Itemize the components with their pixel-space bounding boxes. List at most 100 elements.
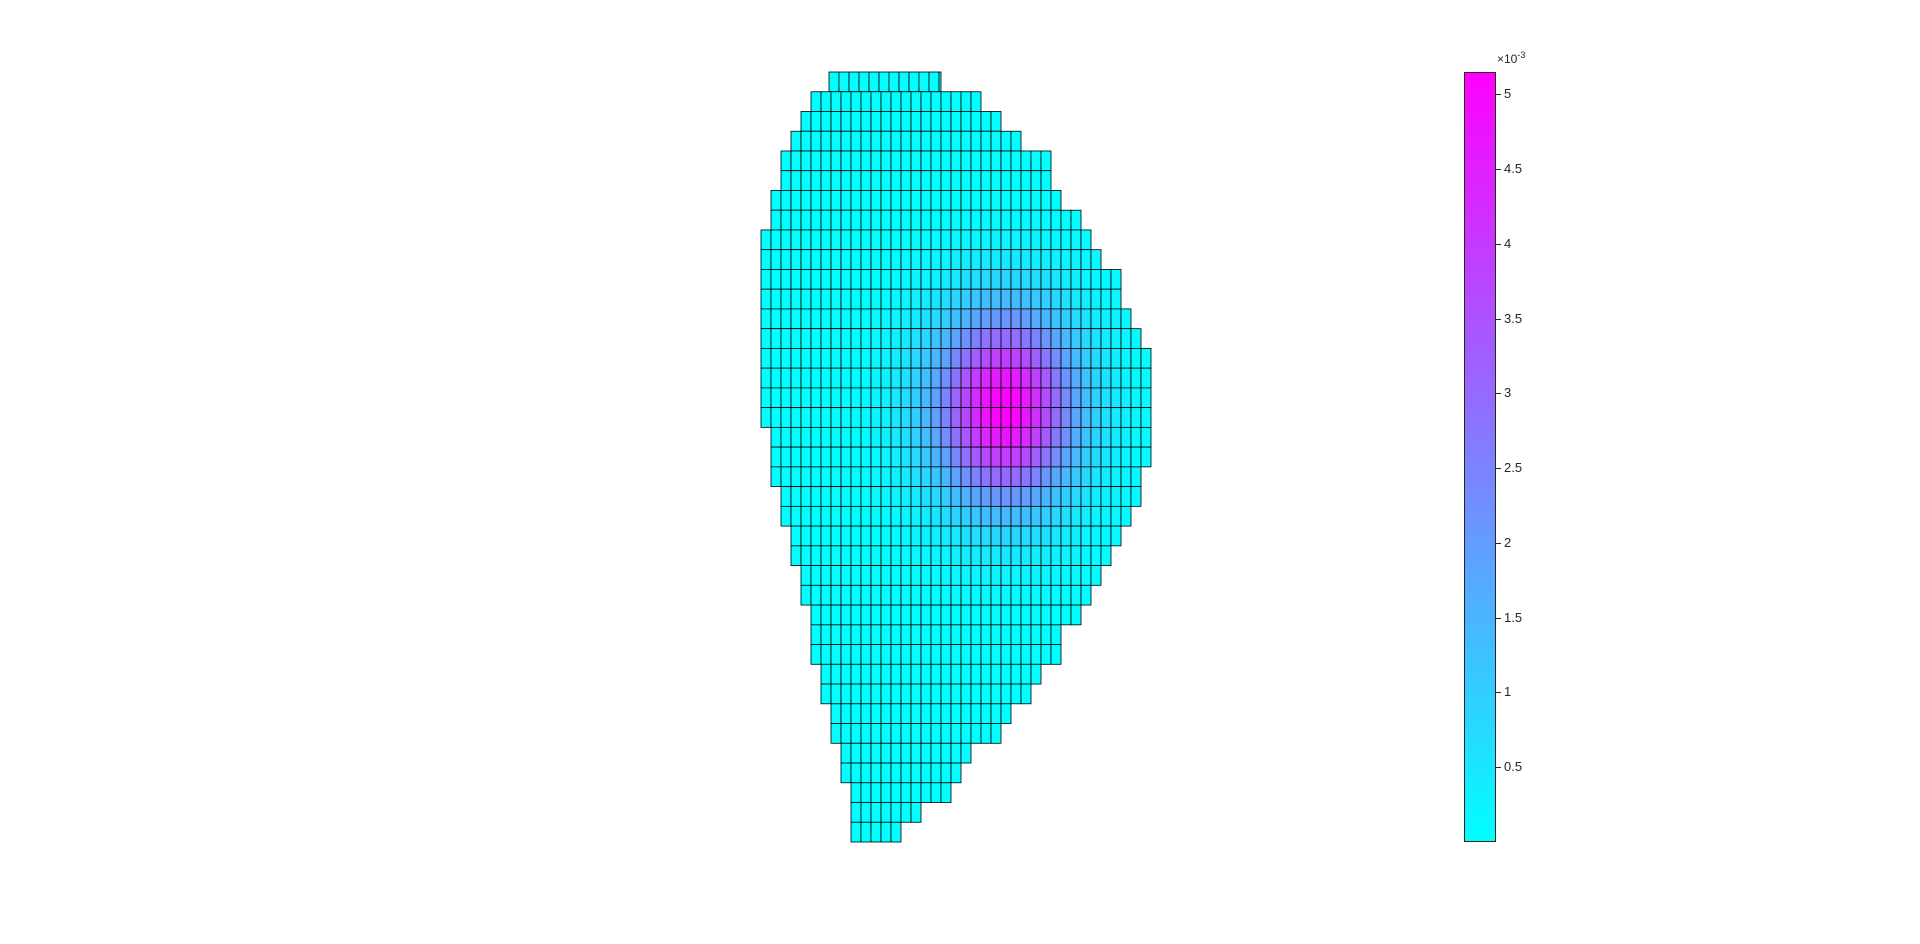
heatmap-cell	[920, 209, 932, 231]
heatmap-cell	[810, 525, 822, 547]
heatmap-cell	[900, 683, 912, 705]
heatmap-cell	[1010, 229, 1022, 251]
heatmap-cell	[890, 308, 902, 330]
heatmap-cell	[1060, 288, 1072, 310]
heatmap-cell	[830, 190, 842, 211]
heatmap-cell	[1020, 644, 1032, 665]
heatmap-cell	[1000, 604, 1012, 626]
heatmap-cell	[980, 130, 992, 152]
heatmap-cell	[1050, 190, 1062, 211]
heatmap-cell	[820, 624, 832, 645]
colorbar-exponent: ×10-3	[1497, 50, 1525, 66]
heatmap-cell	[940, 387, 952, 409]
heatmap-cell	[1020, 426, 1032, 448]
heatmap-cell	[920, 249, 932, 270]
heatmap-cell	[1080, 584, 1092, 606]
heatmap-cell	[870, 565, 882, 586]
heatmap-cell	[850, 624, 862, 645]
heatmap-cell	[1050, 545, 1062, 566]
heatmap-cell	[950, 545, 962, 566]
heatmap-cell	[1090, 288, 1102, 310]
heatmap-cell	[1040, 644, 1052, 665]
heatmap-cell	[1100, 348, 1112, 369]
heatmap-cell	[880, 762, 892, 784]
heatmap-cell	[920, 269, 932, 290]
heatmap-cell	[820, 426, 832, 448]
heatmap-cell	[780, 348, 792, 369]
heatmap-cell	[1050, 229, 1062, 251]
heatmap-cell	[760, 348, 772, 369]
heatmap-cell	[850, 565, 862, 586]
heatmap-cell	[800, 150, 812, 172]
heatmap-cell	[800, 584, 812, 606]
heatmap-cell	[1060, 584, 1072, 606]
heatmap-cell	[1120, 486, 1132, 507]
heatmap-cell	[1090, 426, 1102, 448]
heatmap-cell	[1040, 486, 1052, 507]
heatmap-cell	[1030, 486, 1042, 507]
heatmap-cell	[1030, 367, 1042, 389]
heatmap-cell	[820, 308, 832, 330]
heatmap-cell	[830, 229, 842, 251]
heatmap-cell	[830, 545, 842, 566]
heatmap-cell	[930, 446, 942, 468]
heatmap-cell	[780, 486, 792, 507]
heatmap-cell	[940, 762, 952, 784]
heatmap-cell	[920, 91, 932, 112]
heatmap-cell	[960, 150, 972, 172]
heatmap-cell	[820, 446, 832, 468]
heatmap-cell	[890, 723, 902, 744]
colorbar-tick-label: 3.5	[1504, 311, 1523, 326]
heatmap-cell	[850, 663, 862, 685]
heatmap-cell	[1020, 387, 1032, 409]
heatmap-cell	[860, 130, 872, 152]
heatmap-cell	[770, 407, 782, 428]
heatmap-cell	[960, 229, 972, 251]
heatmap-cell	[940, 328, 952, 349]
heatmap-cell	[960, 130, 972, 152]
colorbar-tick-label: 2.5	[1504, 460, 1523, 475]
heatmap-cell	[800, 249, 812, 270]
heatmap-cell	[1040, 190, 1052, 211]
heatmap-cell	[930, 229, 942, 251]
heatmap-cell	[860, 269, 872, 290]
heatmap-cell	[850, 802, 862, 823]
heatmap-cell	[940, 426, 952, 448]
heatmap-cell	[820, 91, 832, 112]
heatmap-cell	[1020, 190, 1032, 211]
heatmap-cell	[940, 91, 952, 112]
heatmap-cell	[1020, 683, 1032, 705]
heatmap-cell	[940, 723, 952, 744]
heatmap-cell	[1000, 683, 1012, 705]
heatmap-cell	[840, 288, 852, 310]
heatmap-cell	[860, 604, 872, 626]
heatmap-cell	[1040, 288, 1052, 310]
heatmap-cell	[1120, 387, 1132, 409]
heatmap-cell	[890, 150, 902, 172]
heatmap-cell	[870, 802, 882, 823]
heatmap-cell	[900, 486, 912, 507]
heatmap-cell	[920, 288, 932, 310]
heatmap-cell	[1010, 130, 1022, 152]
heatmap-cell	[930, 91, 942, 112]
heatmap-cell	[980, 683, 992, 705]
heatmap-cell	[790, 407, 802, 428]
heatmap-cell	[1100, 486, 1112, 507]
heatmap-cell	[960, 525, 972, 547]
heatmap-cell	[1130, 426, 1142, 448]
heatmap-cell	[870, 505, 882, 527]
heatmap-cell	[780, 170, 792, 191]
heatmap-cell	[1060, 426, 1072, 448]
heatmap-cell	[960, 505, 972, 527]
heatmap-cell	[930, 190, 942, 211]
heatmap-cell	[860, 723, 872, 744]
heatmap-cell	[850, 426, 862, 448]
heatmap-cell	[860, 584, 872, 606]
heatmap-cell	[1080, 446, 1092, 468]
heatmap-cell	[840, 446, 852, 468]
heatmap-cell	[1110, 486, 1122, 507]
heatmap-cell	[920, 644, 932, 665]
heatmap-cell	[1120, 308, 1132, 330]
heatmap-cell	[780, 407, 792, 428]
heatmap-cell	[910, 387, 922, 409]
